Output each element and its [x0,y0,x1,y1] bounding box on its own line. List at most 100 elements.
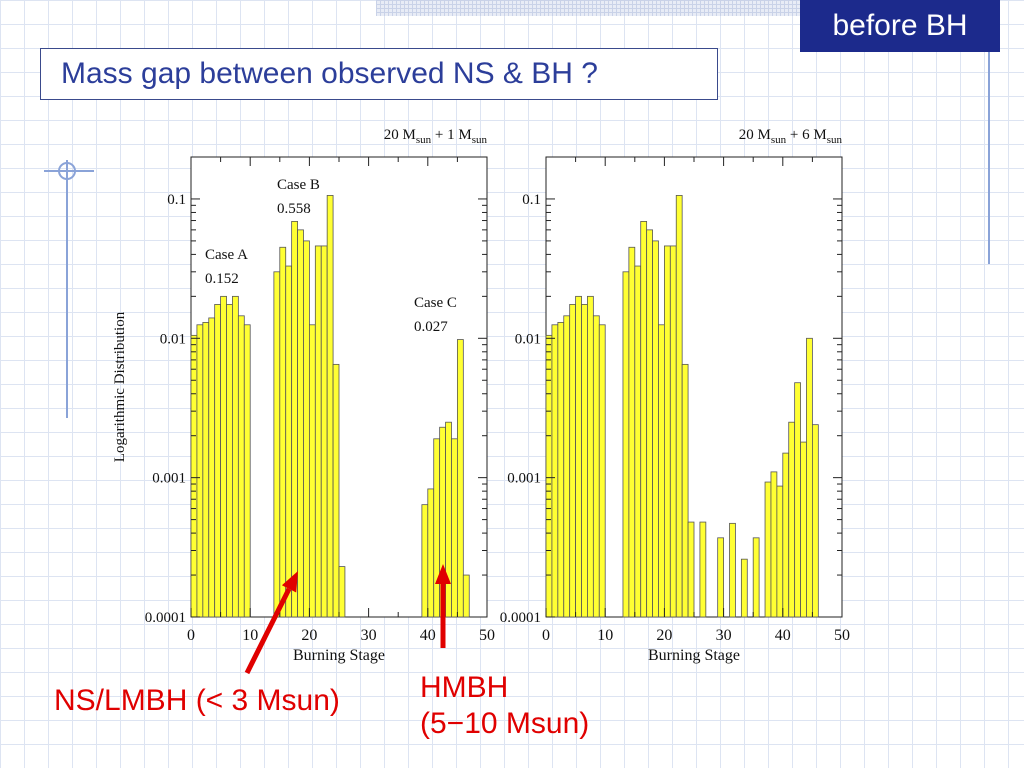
histogram-bar [622,271,630,618]
histogram-bar [208,317,216,618]
histogram-bar [196,324,204,618]
case-annotation: Case B [277,177,320,193]
histogram-bar [220,295,227,618]
histogram-bar [243,324,251,618]
decorative-vertical-line-right [988,52,990,264]
y-axis-label: Logarithmic Distribution [112,311,128,462]
histogram-bar [575,295,582,618]
histogram-bar [675,195,683,618]
histogram-bar [314,245,322,618]
callout-hmbh-line2: (5−10 Msun) [420,707,590,740]
histogram-bar [592,315,600,618]
histogram-bar [273,271,281,618]
slide-title-box: Mass gap between observed NS & BH ? [40,48,718,100]
histogram-bar [664,245,671,618]
histogram-bar [303,240,310,618]
y-tick-label: 0.01 [515,331,541,347]
histogram-bar [717,537,724,618]
x-tick-label: 20 [301,627,317,644]
histogram-bar [658,324,665,618]
histogram-bar [681,363,689,618]
histogram-bar [433,438,441,618]
y-tick-label: 0.0001 [145,610,186,626]
histogram-bar [202,322,210,618]
x-tick-label: 30 [361,627,377,644]
histogram-bar [214,304,221,618]
x-tick-label: 10 [597,627,613,644]
histogram-bar [226,304,233,618]
histogram-bar [699,521,707,618]
histogram-bar [297,229,304,618]
histogram-bar [770,471,778,618]
histogram-bar [652,240,659,618]
section-badge: before BH [800,0,1000,52]
histogram-bar [237,315,245,618]
case-annotation: Case C [414,295,457,311]
histogram-bar [557,322,565,618]
callout-ns-lmbh-text: NS/LMBH (< 3 Msun) [54,684,340,717]
histogram-bar [291,221,298,618]
histogram-bar [687,521,695,618]
histogram-bar [634,265,642,618]
x-tick-label: 0 [542,627,550,644]
callout-ns-lmbh: NS/LMBH (< 3 Msun) [54,684,340,718]
case-annotation: 0.558 [277,201,311,217]
top-decorative-strip [376,0,800,16]
histogram-bar [729,522,736,618]
histogram-bar [462,574,470,618]
x-tick-label: 20 [656,627,672,644]
histogram-bar [326,195,334,618]
x-tick-label: 30 [716,627,732,644]
case-annotation: 0.027 [414,319,448,335]
chart-right: 0.0001 0.001 0.01 0.1 0 10 20 30 40 50 Burning Sta… [500,127,850,664]
y-tick-label: 0.001 [507,471,541,487]
histogram-bar [456,339,464,618]
y-tick-label: 0.001 [152,471,186,487]
histogram-bar [338,566,346,618]
histogram-bar [806,337,813,618]
histogram-bar [320,245,328,618]
chart-title: 20 Msun + 6 Msun [739,127,843,146]
chart-left: 0.0001 0.001 0.01 0.1 0 10 20 30 40 50 Burning Sta… [112,127,495,664]
histogram-bar [776,485,784,618]
histogram-bar [308,324,316,618]
histogram-bar [812,424,819,618]
x-axis-label: Burning Stage [293,647,385,664]
histogram-bar [421,504,429,618]
histogram-bar [794,382,801,618]
callout-arrows [244,564,451,675]
slide-title: Mass gap between observed NS & BH ? [61,57,598,90]
y-tick-label: 0.01 [160,331,186,347]
x-tick-label: 50 [479,627,495,644]
histogram-bar [640,221,648,618]
histogram-bar [587,295,594,618]
histogram-bar [427,488,435,618]
histogram-bar [232,295,239,618]
y-tick-label: 0.1 [167,192,186,208]
histogram-bar [551,324,559,618]
histogram-bar [285,265,293,618]
callout-hmbh: HMBH (5−10 Msun) [420,670,589,742]
x-tick-label: 40 [775,627,791,644]
y-tick-label: 0.1 [522,192,541,208]
crosshair-icon [44,162,94,180]
histogram-bar [563,315,571,618]
x-tick-label: 50 [834,627,850,644]
histogram-bar [788,421,796,618]
histogram-bar [628,246,636,618]
histogram-bar [740,558,748,618]
histogram-bar [598,324,606,618]
histogram-bar [581,304,588,618]
histogram-bar [279,246,287,618]
callout-hmbh-line1: HMBH [420,671,509,704]
x-tick-label: 40 [420,627,436,644]
case-annotation: 0.152 [205,271,239,287]
section-badge-label: before BH [832,9,968,42]
y-tick-label: 0.0001 [500,610,541,626]
histogram-bar [445,421,452,618]
case-annotation: Case A [205,247,248,263]
histogram-bar [332,363,340,618]
histogram-bar [669,245,677,618]
histogram-bar [800,441,807,618]
histogram-bar [646,229,653,618]
